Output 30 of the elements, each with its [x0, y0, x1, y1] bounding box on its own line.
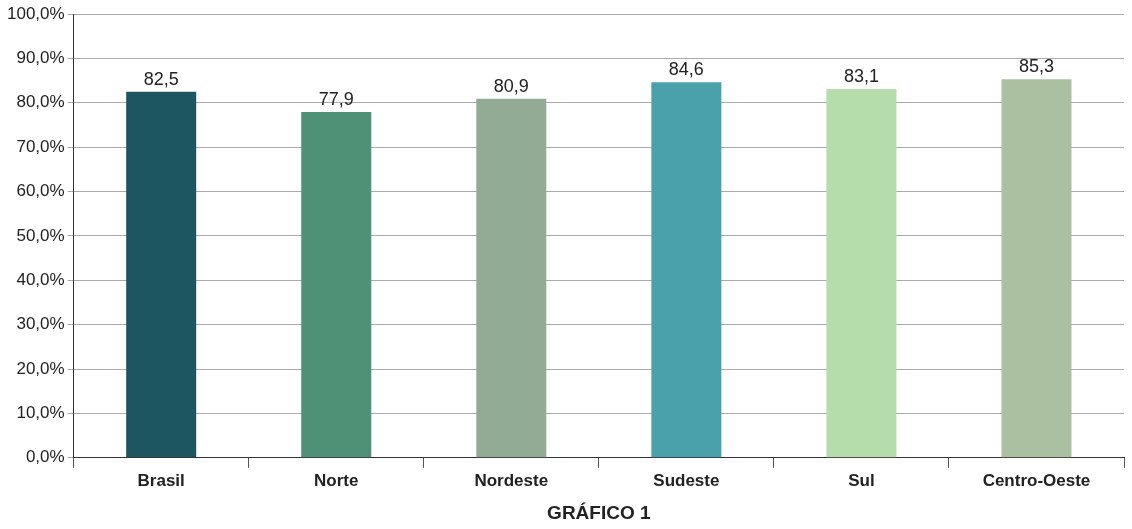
- bar: [651, 82, 722, 458]
- x-tick-label: Brasil: [137, 470, 185, 490]
- y-tick-label: 60,0%: [16, 181, 65, 201]
- y-tick-label: 80,0%: [16, 92, 65, 112]
- bar: [476, 98, 547, 458]
- y-tick-label: 100,0%: [6, 3, 65, 23]
- bar: [1001, 79, 1072, 458]
- y-tick-label: 70,0%: [16, 136, 65, 156]
- y-tick-label: 50,0%: [16, 225, 65, 245]
- data-label: 77,9: [318, 89, 354, 110]
- x-tick-label: Nordeste: [474, 470, 549, 490]
- x-tick-label: Sudeste: [653, 470, 720, 490]
- y-tick-label: 40,0%: [16, 269, 65, 289]
- y-tick-label: 30,0%: [16, 314, 65, 334]
- x-tick-label: Sul: [848, 470, 875, 490]
- y-tick-label: 90,0%: [16, 48, 65, 68]
- x-axis-title: GRÁFICO 1: [547, 501, 651, 523]
- y-tick-label: 20,0%: [16, 358, 65, 378]
- y-tick-label: 10,0%: [16, 403, 65, 423]
- bar: [126, 91, 197, 458]
- bar: [826, 89, 897, 458]
- x-tick-label: Norte: [314, 470, 359, 490]
- data-label: 82,5: [143, 68, 179, 89]
- data-label: 80,9: [493, 75, 529, 96]
- x-tick-label: Centro-Oeste: [982, 470, 1091, 490]
- data-label: 83,1: [843, 65, 879, 86]
- data-label: 85,3: [1018, 56, 1054, 77]
- bar: [301, 112, 372, 458]
- data-label: 84,6: [668, 59, 704, 80]
- y-tick-label: 0,0%: [25, 447, 65, 467]
